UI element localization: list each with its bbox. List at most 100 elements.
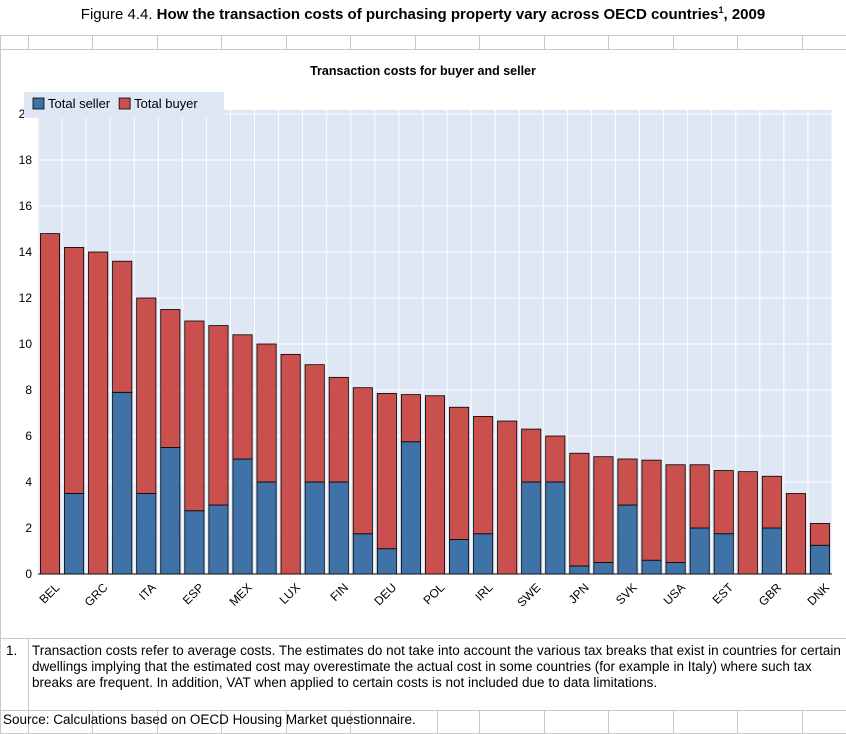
x-tick-label: LUX — [277, 580, 303, 606]
x-tick-label: GBR — [756, 580, 785, 609]
bar-segment — [112, 391, 133, 575]
bar-segment — [328, 481, 349, 575]
bar-segment — [737, 471, 758, 575]
bar-segment — [569, 452, 590, 567]
bar-segment — [521, 428, 542, 483]
bar-segment — [88, 251, 109, 575]
y-tick-label: 18 — [19, 153, 33, 167]
bar-segment — [64, 246, 85, 494]
x-tick-label: USA — [661, 580, 688, 607]
bar-segment — [136, 493, 157, 575]
bar-segment — [545, 435, 566, 483]
y-tick-label: 12 — [19, 291, 33, 305]
bar-segment — [665, 562, 686, 575]
bar-segment — [809, 544, 830, 575]
legend-swatch — [118, 97, 131, 110]
bar-segment — [593, 456, 614, 563]
bar-segment — [400, 394, 421, 443]
bar-segment — [208, 504, 229, 575]
bar-segment — [689, 527, 710, 575]
bar-segment — [449, 539, 470, 575]
x-tick-label: IRL — [472, 580, 495, 603]
legend-label: Total buyer — [134, 96, 198, 111]
bar-segment — [304, 481, 325, 575]
y-tick-label: 16 — [19, 199, 33, 213]
bar-segment — [304, 364, 325, 483]
bar-segment — [376, 548, 397, 575]
bar-segment — [713, 533, 734, 575]
x-tick-label: GRC — [82, 580, 111, 609]
title-main: How the transaction costs of purchasing … — [156, 6, 719, 23]
x-tick-label: BEL — [36, 580, 62, 606]
bar-segment — [400, 441, 421, 575]
footnote-number: 1. — [6, 643, 18, 658]
bar-segment — [376, 393, 397, 550]
x-tick-label: DNK — [804, 580, 832, 608]
bar-segment — [617, 504, 638, 575]
bar-segment — [473, 416, 494, 535]
x-tick-label: POL — [420, 580, 447, 607]
bar-segment — [617, 458, 638, 506]
bar-segment — [641, 459, 662, 561]
y-tick-label: 0 — [25, 567, 32, 581]
bar-segment — [256, 481, 277, 575]
figure-title-text: How the transaction costs of purchasing … — [157, 6, 766, 23]
chart: 02468101214161820BELGRCITAESPMEXLUXFINDE… — [19, 92, 833, 610]
title-suffix: , 2009 — [723, 6, 766, 23]
bar-segment — [569, 565, 590, 575]
bar-segment — [184, 320, 205, 512]
bar-segment — [40, 233, 61, 575]
bar-segment — [64, 493, 85, 575]
bar-segment — [424, 395, 446, 575]
bar-segment — [809, 523, 830, 546]
legend-label: Total seller — [48, 96, 111, 111]
bar-segment — [521, 481, 542, 575]
y-tick-label: 10 — [19, 337, 33, 351]
x-tick-label: ITA — [136, 580, 158, 602]
bar-segment — [184, 510, 205, 575]
bar-segment — [112, 260, 133, 393]
bar-segment — [232, 458, 253, 575]
y-tick-label: 8 — [25, 383, 32, 397]
bar-segment — [473, 533, 494, 575]
bar-segment — [761, 527, 782, 575]
figure-title: Figure 4.4. How the transaction costs of… — [0, 6, 846, 23]
bar-segment — [713, 470, 734, 535]
x-tick-label: FIN — [328, 580, 352, 604]
bar-segment — [449, 406, 470, 540]
bar-segment — [328, 376, 349, 483]
bar-segment — [689, 464, 710, 529]
title-ref: 1 — [718, 5, 724, 15]
bar-segment — [136, 297, 157, 494]
bar-segment — [761, 475, 782, 529]
legend: Total seller Total buyer — [24, 92, 224, 118]
x-tick-label: MEX — [227, 580, 255, 608]
legend-swatch — [32, 97, 45, 110]
bar-segment — [352, 533, 373, 575]
y-tick-label: 6 — [25, 429, 32, 443]
bar-segment — [497, 420, 518, 575]
bar-segment — [665, 464, 686, 563]
footnote-text: Transaction costs refer to average costs… — [32, 643, 841, 690]
chart-title: Transaction costs for buyer and seller — [310, 64, 536, 78]
figure-label: Figure 4.4. — [80, 6, 153, 23]
bar-segment — [641, 559, 662, 575]
bar-segment — [232, 334, 253, 460]
x-tick-label: JPN — [566, 580, 592, 606]
x-tick-label: SVK — [613, 580, 640, 607]
y-tick-label: 14 — [19, 245, 33, 259]
bar-segment — [593, 562, 614, 575]
x-tick-label: SWE — [514, 580, 543, 609]
bar-segment — [545, 481, 566, 575]
bar-segment — [208, 325, 229, 506]
y-tick-label: 4 — [25, 475, 32, 489]
y-tick-label: 2 — [25, 521, 32, 535]
bar-segment — [352, 387, 373, 535]
bar-segment — [160, 447, 181, 575]
bar-segment — [160, 309, 181, 448]
x-tick-label: DEU — [371, 580, 399, 608]
bar-segment — [785, 493, 806, 575]
x-tick-label: EST — [710, 580, 737, 607]
